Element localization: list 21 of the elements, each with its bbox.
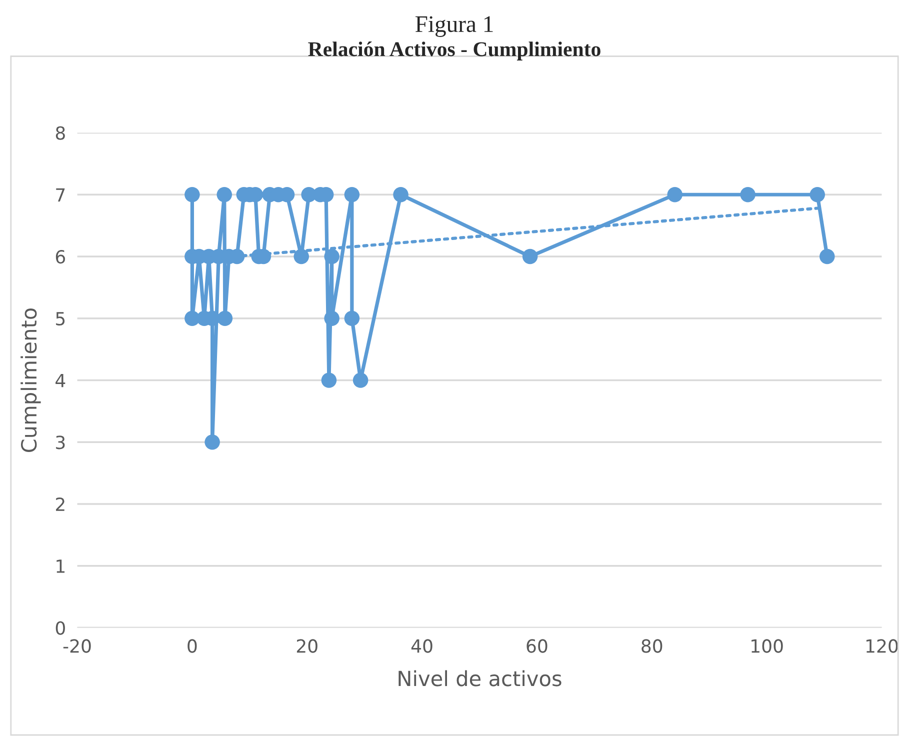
x-tick-label: 20: [296, 639, 318, 653]
y-tick-label: 6: [56, 250, 66, 264]
y-tick-label: 7: [56, 188, 65, 202]
y-tick-label: 0: [56, 621, 65, 635]
y-tick-label: 4: [56, 374, 66, 388]
x-tick-label: 0: [188, 639, 197, 653]
x-tick-label: 80: [642, 639, 662, 653]
x-axis-title: Nivel de activos: [398, 670, 562, 686]
y-tick-label: 2: [56, 497, 64, 511]
x-tick-label: -20: [63, 639, 91, 653]
x-tick-label: 120: [866, 639, 898, 653]
y-tick-label: 3: [56, 436, 65, 450]
chart-subtitle: Relación Activos - Cumplimiento: [308, 42, 600, 60]
x-tick-label: 100: [752, 639, 783, 653]
y-tick-label: 5: [56, 312, 65, 326]
x-tick-label: 40: [411, 639, 432, 653]
y-tick-label: 8: [56, 126, 65, 140]
x-tick-label: 60: [526, 639, 548, 653]
y-axis-title: Cumplimiento: [20, 308, 41, 452]
chart-title: Figura 1: [416, 16, 493, 37]
y-tick-label: 1: [56, 560, 64, 573]
